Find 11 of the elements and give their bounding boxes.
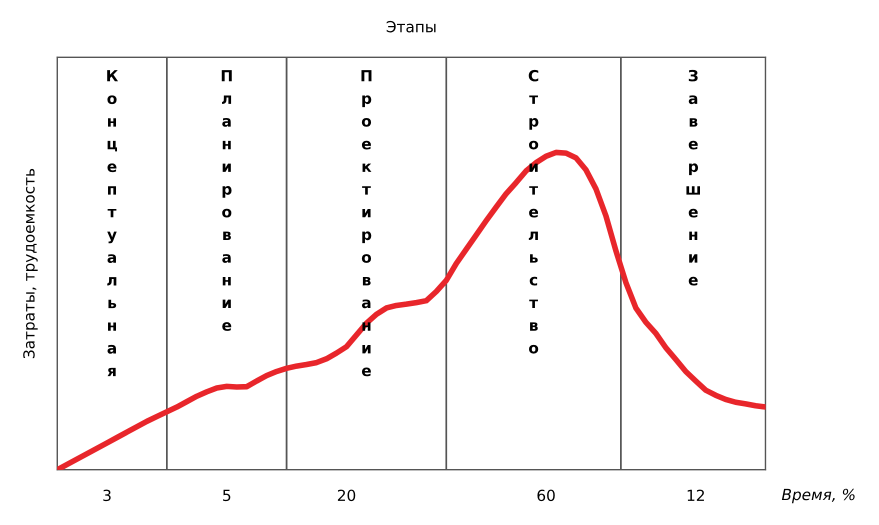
x-axis-title: Время, %	[782, 488, 855, 504]
x-tick-label: 60	[537, 490, 555, 502]
x-tick-label: 20	[338, 490, 356, 502]
x-tick-label: 12	[688, 490, 704, 501]
chart-title: Этапы	[386, 20, 436, 32]
y-axis-title: Затраты, трудоемкость	[23, 168, 38, 358]
text: Завершение	[686, 70, 700, 286]
x-tick-label: 5	[223, 490, 230, 502]
x-tick-label: 3	[103, 490, 111, 502]
text: Концептуальная	[107, 70, 118, 376]
text: Планирование	[222, 70, 232, 331]
